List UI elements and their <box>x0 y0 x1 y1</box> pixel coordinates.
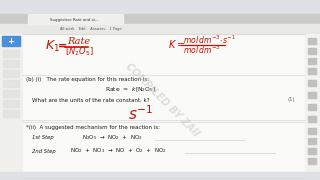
Bar <box>2 36 20 46</box>
Bar <box>308 128 316 134</box>
Text: 1st Step: 1st Step <box>32 136 54 141</box>
Text: N$_2$O$_5$  →  NO$_2$  +  NO$_3$: N$_2$O$_5$ → NO$_2$ + NO$_3$ <box>82 134 143 142</box>
Text: $K_1$: $K_1$ <box>45 39 60 54</box>
Bar <box>308 80 316 86</box>
Bar <box>3 70 19 77</box>
Text: $K =$: $K =$ <box>168 38 185 50</box>
Text: NO$_2$  +  NO$_3$  →  NO  +  O$_2$  +  NO$_2$: NO$_2$ + NO$_3$ → NO + O$_2$ + NO$_2$ <box>70 147 167 156</box>
Bar <box>3 60 19 67</box>
Text: (1): (1) <box>288 98 296 102</box>
Bar <box>308 58 316 64</box>
Text: COMPILED BY ZAII: COMPILED BY ZAII <box>123 61 201 139</box>
Text: Rate  =  $k$[N$_2$O$_5$]: Rate = $k$[N$_2$O$_5$] <box>105 86 156 94</box>
Bar <box>308 158 316 164</box>
Bar <box>0 34 22 180</box>
Text: $[N_2O_5]$: $[N_2O_5]$ <box>65 46 94 58</box>
Bar <box>22 34 305 180</box>
Bar <box>308 38 316 44</box>
Bar <box>0 0 320 14</box>
Text: (b) (i)   The rate equation for this reaction is:: (b) (i) The rate equation for this react… <box>26 78 149 82</box>
Bar <box>0 14 320 24</box>
Bar <box>0 24 320 34</box>
Text: *(ii)  A suggested mechanism for the reaction is:: *(ii) A suggested mechanism for the reac… <box>26 125 160 129</box>
Bar <box>308 148 316 154</box>
Text: What are the units of the rate constant, k?: What are the units of the rate constant,… <box>32 98 150 102</box>
Bar <box>308 68 316 74</box>
Text: +: + <box>7 37 14 46</box>
Bar <box>3 100 19 107</box>
Bar <box>308 138 316 144</box>
Bar <box>3 110 19 117</box>
Text: Rate: Rate <box>67 37 90 46</box>
Bar <box>0 172 320 180</box>
Text: $mol\,dm^{-3}$: $mol\,dm^{-3}$ <box>183 44 220 56</box>
Bar <box>3 50 19 57</box>
Text: $s^{-1}$: $s^{-1}$ <box>128 105 153 123</box>
Bar <box>305 34 320 180</box>
Text: All work    Edit    Answers    1 Page: All work Edit Answers 1 Page <box>60 27 122 31</box>
Bar <box>3 90 19 97</box>
Text: =: = <box>58 41 67 51</box>
Text: Suggestive Rate and st...: Suggestive Rate and st... <box>50 17 99 21</box>
Bar <box>308 104 316 110</box>
Text: 2nd Step: 2nd Step <box>32 148 56 154</box>
Bar <box>308 116 316 122</box>
Bar <box>308 92 316 98</box>
Bar <box>308 48 316 54</box>
Bar <box>28 14 123 24</box>
Bar <box>3 80 19 87</box>
Text: $mol\,dm^{-3}\!\cdot\!s^{-1}$: $mol\,dm^{-3}\!\cdot\!s^{-1}$ <box>183 34 236 46</box>
